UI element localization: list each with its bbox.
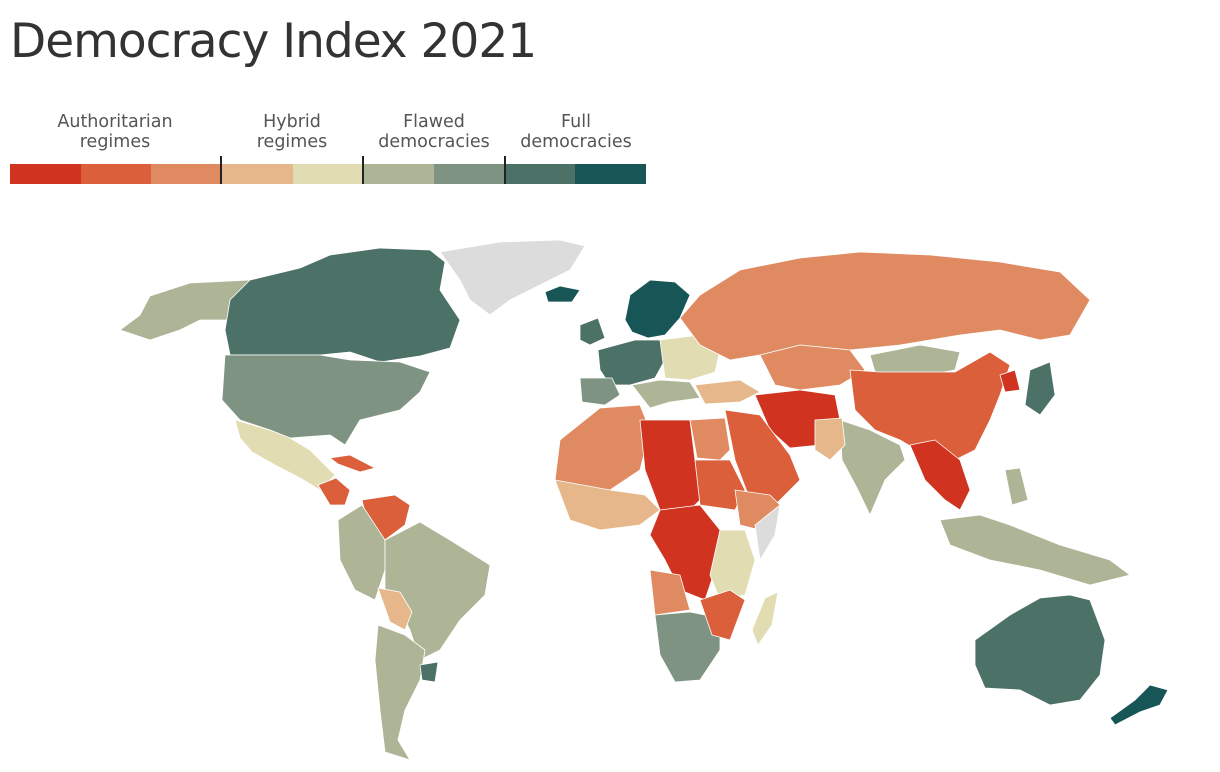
region-usa: [221, 354, 431, 446]
region-china: [849, 351, 1011, 461]
legend-swatch-3: [222, 164, 293, 184]
region-egypt: [689, 417, 731, 461]
region-alaska: [119, 279, 251, 341]
legend-label-line: regimes: [256, 132, 328, 152]
legend-swatch-8: [575, 164, 647, 184]
region-west-africa: [554, 479, 661, 531]
region-east-africa: [709, 529, 756, 601]
region-somalia: [754, 504, 781, 561]
region-madagascar: [751, 591, 779, 646]
region-uk: [579, 317, 606, 346]
legend-swatch-5: [363, 164, 435, 184]
legend-label-line: Flawed: [403, 112, 465, 132]
region-russia: [679, 251, 1091, 361]
region-myanmar-indochina: [909, 439, 971, 511]
region-mozambique-zimbabwe: [699, 589, 746, 641]
region-se-asia-islands: [939, 514, 1131, 586]
region-central-america: [317, 477, 351, 506]
legend-label-flawed: Flawed democracies: [364, 112, 504, 152]
legend-label-line: Full: [561, 112, 591, 132]
region-north-africa-west: [554, 404, 651, 496]
region-turkey: [694, 379, 761, 405]
region-pakistan: [814, 417, 846, 461]
legend-swatch-6: [434, 164, 505, 184]
legend: Authoritarian regimes Hybrid regimes Fla…: [10, 112, 647, 186]
region-arabia: [724, 409, 801, 506]
region-philippines: [1004, 467, 1029, 506]
region-kazakhstan: [759, 344, 866, 391]
legend-swatch-4: [292, 164, 364, 184]
region-uruguay: [419, 661, 439, 683]
region-scandinavia: [624, 279, 691, 339]
legend-label-authoritarian: Authoritarian regimes: [10, 112, 220, 152]
legend-label-line: Hybrid: [263, 112, 321, 132]
region-argentina-chile: [374, 624, 426, 761]
region-cuba: [329, 454, 376, 473]
region-southern-africa: [654, 611, 721, 683]
legend-divider: [220, 156, 222, 184]
world-map: [119, 239, 1169, 761]
legend-divider: [504, 156, 506, 184]
region-balkans-italy: [631, 379, 701, 409]
legend-label-line: Authoritarian: [57, 112, 173, 132]
region-west-europe: [597, 339, 666, 386]
legend-swatch-0: [10, 164, 81, 184]
legend-label-line: democracies: [378, 132, 490, 152]
region-greenland: [439, 239, 586, 316]
legend-swatch-7: [504, 164, 576, 184]
legend-label-full: Full democracies: [506, 112, 646, 152]
region-angola: [649, 569, 691, 616]
legend-label-line: democracies: [520, 132, 632, 152]
region-new-zealand: [1109, 684, 1169, 726]
region-colombia-peru: [337, 504, 386, 601]
legend-divider: [362, 156, 364, 184]
legend-swatch-2: [151, 164, 223, 184]
region-iberia: [579, 377, 621, 406]
chart-title: Democracy Index 2021: [10, 14, 537, 69]
legend-color-scale: [10, 164, 647, 184]
region-australia: [974, 594, 1106, 706]
region-north-korea: [999, 369, 1021, 393]
legend-label-line: regimes: [79, 132, 151, 152]
region-bolivia: [377, 587, 413, 631]
region-iceland: [544, 285, 581, 303]
region-india: [839, 419, 906, 516]
region-korea-japan: [1024, 361, 1056, 416]
legend-label-hybrid: Hybrid regimes: [222, 112, 362, 152]
region-canada: [224, 247, 461, 363]
legend-swatch-1: [80, 164, 152, 184]
